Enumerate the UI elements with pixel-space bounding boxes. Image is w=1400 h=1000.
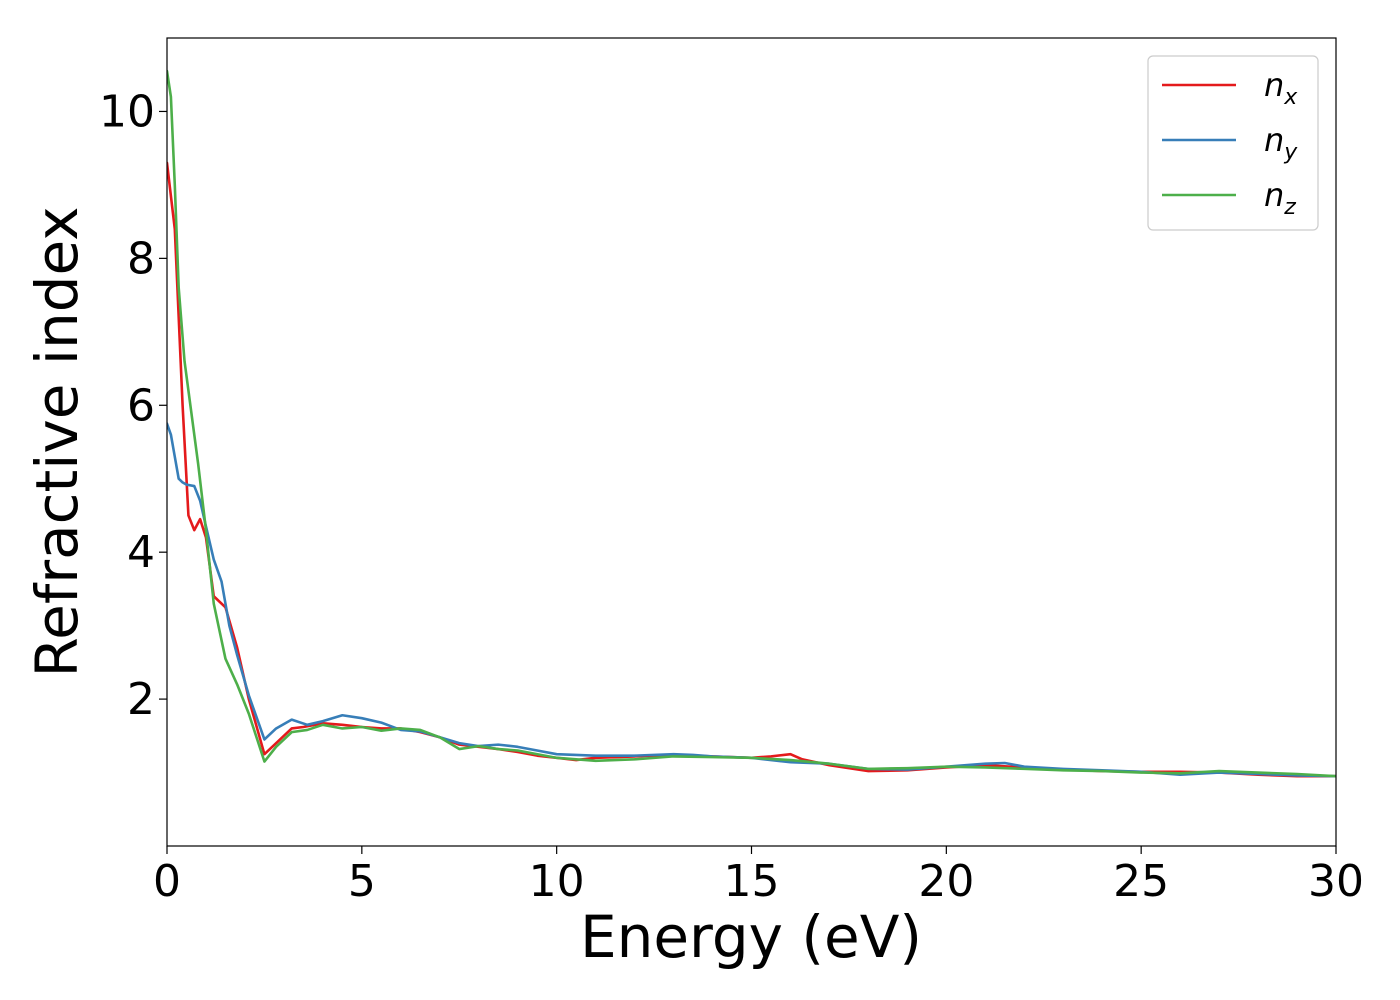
- x-tick-label: 0: [153, 856, 181, 907]
- x-tick-label: 10: [529, 856, 585, 907]
- legend-box: [1147, 55, 1319, 231]
- legend: nx ny nz: [1147, 55, 1319, 231]
- series-line-y: [167, 422, 1336, 778]
- y-tick-label: 6: [127, 380, 155, 431]
- legend-label-z: nz: [1264, 176, 1296, 220]
- y-tick-label: 4: [127, 527, 155, 578]
- x-tick-label: 30: [1308, 856, 1364, 907]
- legend-label-x: nx: [1264, 66, 1298, 110]
- y-tick-label: 2: [127, 674, 155, 725]
- x-tick-label: 5: [348, 856, 376, 907]
- x-tick-label: 15: [724, 856, 780, 907]
- y-tick-label: 10: [99, 86, 155, 137]
- legend-label-y: ny: [1264, 121, 1298, 165]
- y-tick-label: 8: [127, 233, 155, 284]
- x-axis-label: Energy (eV): [580, 903, 922, 971]
- series-line-z: [167, 69, 1336, 778]
- series-layer: [167, 69, 1336, 778]
- y-axis: 2 4 6 8 10: [99, 86, 167, 725]
- x-axis: 0 5 10 15 20 25 30: [153, 846, 1364, 907]
- x-tick-label: 20: [918, 856, 974, 907]
- x-tick-label: 25: [1113, 856, 1169, 907]
- y-axis-label: Refractive index: [23, 206, 91, 677]
